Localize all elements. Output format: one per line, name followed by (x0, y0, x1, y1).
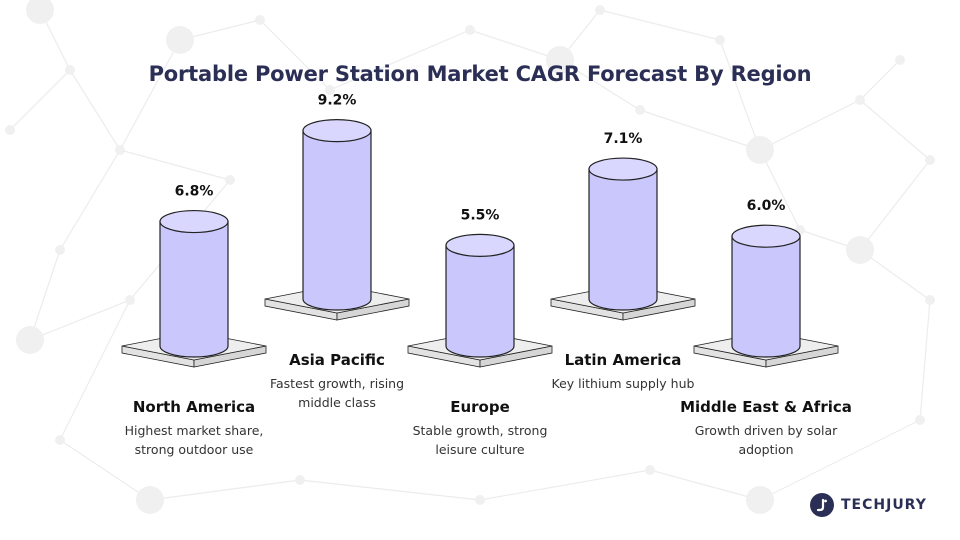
bar-group-2: 5.5% (407, 207, 553, 368)
network-line (119, 39, 181, 151)
category-label-0: North America (132, 398, 256, 416)
network-line (639, 109, 761, 151)
network-node (55, 245, 65, 255)
techjury-logo-icon (810, 493, 834, 517)
network-line (649, 469, 761, 501)
network-line (859, 159, 931, 251)
network-line (259, 19, 331, 91)
network-line (9, 69, 71, 131)
network-node (746, 486, 774, 514)
network-node (325, 85, 335, 95)
network-line (859, 99, 931, 161)
network-lines (5, 0, 935, 514)
network-node (26, 0, 54, 24)
network-node (895, 55, 905, 65)
data-label-3: 7.1% (604, 131, 643, 147)
bar-top-1 (302, 119, 372, 143)
network-node (166, 26, 194, 54)
network-node (746, 136, 774, 164)
bar-0 (159, 220, 229, 358)
network-line (919, 299, 931, 421)
network-node (55, 435, 65, 445)
network-line (759, 99, 861, 151)
category-label-4: Middle East & Africa (680, 398, 852, 416)
network-line (719, 39, 761, 151)
bar-top-0 (159, 209, 229, 234)
network-node (115, 145, 125, 155)
bar-group-4: 6.0% (693, 198, 839, 368)
network-node (546, 46, 574, 74)
chart-title: Portable Power Station Market CAGR Forec… (148, 62, 812, 86)
network-line (149, 479, 301, 501)
network-line (69, 69, 121, 151)
category-description-3: Key lithium supply hub (551, 376, 695, 391)
network-line (469, 29, 561, 61)
bar-top-3 (588, 157, 658, 181)
network-line (559, 59, 641, 111)
network-line (59, 149, 121, 251)
network-node (595, 5, 605, 15)
category-description-4: Growth driven by solar adoption (694, 423, 838, 457)
network-node (915, 415, 925, 425)
network-line (859, 59, 901, 101)
network-node (846, 236, 874, 264)
category-description-1: Fastest growth, rising middle class (269, 376, 405, 410)
network-node (16, 326, 44, 354)
bar-top-2 (445, 233, 515, 257)
logo-text: TECHJURY (841, 497, 927, 513)
bar-group-0: 6.8% (121, 184, 267, 368)
network-node (136, 486, 164, 514)
network-line (329, 29, 471, 91)
network-node (475, 495, 485, 505)
network-node (125, 295, 135, 305)
network-node (635, 105, 645, 115)
bar-3 (588, 168, 658, 311)
category-label-2: Europe (450, 398, 510, 416)
network-line (759, 149, 801, 231)
category-description-0: Highest market share, strong outdoor use (124, 423, 264, 457)
network-node (715, 35, 725, 45)
techjury-logo: TECHJURY (810, 493, 927, 517)
bar-group-1: 9.2% (264, 93, 410, 321)
bar-2 (445, 244, 515, 358)
bar-group-3: 7.1% (550, 131, 696, 321)
network-line (759, 419, 921, 501)
network-line (59, 299, 131, 441)
category-label-1: Asia Pacific (289, 351, 385, 369)
network-node (855, 95, 865, 105)
network-line (299, 479, 481, 501)
network-line (59, 439, 151, 501)
network-line (859, 249, 931, 301)
network-node (225, 175, 235, 185)
network-node (925, 295, 935, 305)
network-line (599, 9, 721, 41)
bar-1 (302, 130, 372, 311)
network-line (29, 299, 131, 341)
network-node (645, 465, 655, 475)
network-node (65, 65, 75, 75)
network-node (295, 475, 305, 485)
network-node (255, 15, 265, 25)
category-description-2: Stable growth, strong leisure culture (412, 423, 548, 457)
data-label-4: 6.0% (747, 198, 786, 214)
network-line (479, 469, 651, 501)
category-label-3: Latin America (564, 351, 682, 369)
bar-4 (731, 235, 801, 358)
data-label-2: 5.5% (461, 207, 500, 223)
data-label-0: 6.8% (175, 184, 214, 200)
bar-top-4 (731, 224, 801, 248)
network-node (925, 155, 935, 165)
data-label-1: 9.2% (318, 93, 357, 109)
network-node (465, 25, 475, 35)
network-line (29, 249, 61, 341)
network-node (5, 125, 15, 135)
network-line (119, 149, 231, 181)
